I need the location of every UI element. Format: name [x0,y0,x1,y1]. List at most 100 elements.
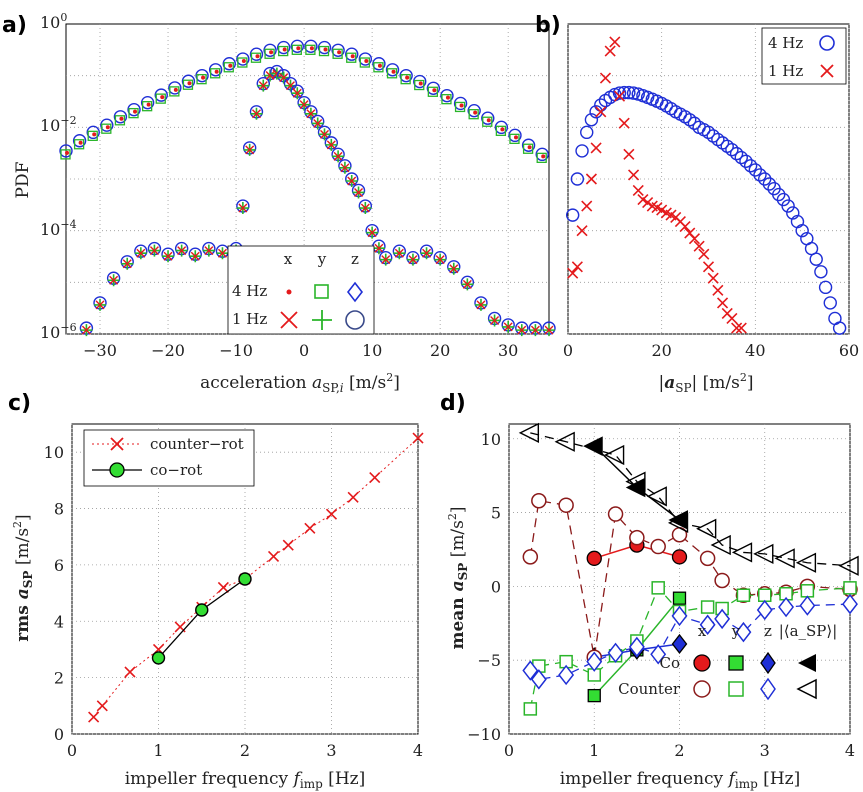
pdf-4hz-y-point [414,79,425,91]
point-counter-rot [282,539,294,551]
pdf-mag-4hz-point [814,265,828,279]
pdf-1hz-x-point [503,322,513,332]
pdf-4hz-z-point [113,110,128,124]
pdf-4hz-z-point [385,63,400,77]
pdf-4hz-y-point [509,133,520,144]
pdf-4hz-x-point [214,69,219,74]
pdf-4hz-z-point [127,102,141,117]
legend-d-co-y [728,655,744,671]
marks-d [518,422,859,716]
pdf-4hz-z-point [358,52,373,66]
ytick-8: 8 [54,500,64,519]
pdf-mag-4hz-point [753,168,767,182]
pdf-4hz-x-point [459,103,464,108]
pdf-4hz-y-point [373,62,384,73]
pdf-4hz-y-point [346,52,357,63]
pdf-mag-1hz-point [609,36,621,48]
xtick-2: 2 [240,741,250,760]
pdf-1hz-x-point [95,300,105,310]
point-counter-a-sp- [731,542,753,563]
point-counter-a-sp- [518,422,540,443]
pdf-4hz-z-point [222,57,236,71]
pdf-mag-4hz-point [823,296,837,310]
panel-b: b) |aSP| [m/s2] 0 20 40 60 4 Hz 1 Hz [535,13,859,395]
pdf-4hz-z-point [236,52,250,66]
legend-b-1hz: 1 Hz [768,62,803,80]
pdf-4hz-z-point [372,57,386,71]
pdf-mag-4hz-point [832,321,847,335]
pdf-4hz-x-point [473,110,478,115]
pdf-mag-1hz-point [576,225,588,237]
point-counter-a-sp- [554,431,575,452]
pdf-1hz-x-point [109,275,119,285]
legend-b-cross [820,64,834,78]
point-counter-x [650,538,666,555]
pdf-4hz-y-point [155,93,166,104]
pdf-4hz-y-point [182,79,194,90]
legend-a-dot-x [286,289,292,295]
ylabel-d: mean aSP [m/s2] [446,506,470,649]
xtick-1: 1 [589,741,599,760]
pdf-mag-1hz-point [595,106,607,118]
pdf-mag-1hz-point [702,261,715,273]
point-counter-rot [96,700,108,712]
pdf-4hz-z-point [72,134,87,148]
point-counter-a-sp- [838,555,859,576]
point-counter-a-sp- [646,486,667,507]
pdf-1hz-x-point [149,246,159,256]
xtick--20: −20 [151,341,185,360]
legend-d-row-counter: Counter [618,680,681,698]
ytick--5: −5 [477,651,501,670]
ytick-0: 0 [54,725,64,744]
pdf-4hz-z-point [181,74,196,88]
pdf-4hz-y-point [536,152,547,163]
point-counter-z [671,605,688,627]
point-counter-a-sp- [753,543,774,565]
point-counter-y [758,588,772,602]
xtick-1: 1 [153,741,163,760]
pdf-mag-1hz-point [693,240,705,252]
pdf-4hz-y-point [427,86,439,97]
point-counter-rot [325,508,338,520]
pdf-mag-4hz-point [762,177,777,191]
pdf-4hz-x-point [323,47,328,52]
point-co-y [672,591,687,605]
pdf-4hz-x-point [296,46,301,51]
pdf-mag-4hz-point [626,86,641,100]
pdf-4hz-y-point [441,94,452,105]
pdf-4hz-x-point [78,140,83,145]
ytick-a-1e-6: 10−6 [40,321,77,342]
xlabel-a: acceleration aSP,i [m/s2] [200,371,400,395]
pdf-4hz-z-point [100,118,114,132]
pdf-mag-1hz-point [707,272,719,284]
marks-b [565,36,847,335]
pdf-mag-1hz-point [581,200,593,212]
pdf-1hz-x-point [381,255,391,265]
pdf-1hz-x-point [374,243,384,253]
pdf-mag-1hz-point [716,297,729,309]
pdf-1hz-x-point [408,255,418,265]
pdf-4hz-y-point [305,44,316,55]
pdf-mag-1hz-point [604,45,616,57]
pdf-mag-1hz-point [623,148,635,160]
pdf-1hz-x-point [122,259,132,269]
pdf-4hz-x-point [486,118,491,123]
point-counter-x [629,529,645,546]
pdf-4hz-x-point [500,127,505,132]
legend-c-circle [109,462,125,478]
xtick-2: 2 [674,741,684,760]
point-counter-x [558,497,574,513]
point-counter-rot [304,522,316,534]
pdf-1hz-x-point [394,248,404,258]
pdf-1hz-x-point [340,163,350,173]
pdf-4hz-z-point [86,125,100,140]
pdf-4hz-z-point [208,63,223,77]
pdf-mag-1hz-point [731,322,743,334]
pdf-mag-4hz-point [687,116,702,130]
legend-d-co-z [760,651,776,675]
xtick-0: 0 [504,741,514,760]
ytick-a-1e-2: 10−2 [40,114,77,135]
pdf-mag-4hz-point [612,86,627,100]
point-counter-a-sp- [603,444,625,466]
panel-d: d) mean aSP [m/s2] impeller frequency fi… [440,391,859,791]
